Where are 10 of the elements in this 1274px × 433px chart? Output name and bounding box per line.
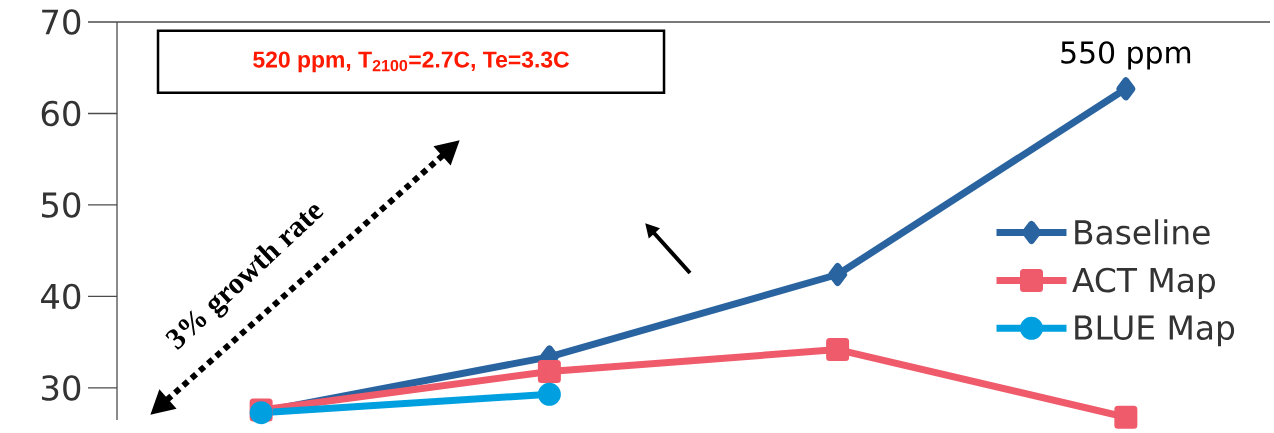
y-tick-label: 50: [42, 192, 81, 218]
annotation: 520 ppm, T$_{2100}$=2.7C, Te=3.3C: [253, 51, 569, 73]
legend-label: Baseline: [1075, 219, 1210, 245]
y-tick-label: 40: [41, 283, 81, 310]
legend-label: BLUE Map: [1075, 315, 1235, 347]
legend-label: ACT Map: [1072, 267, 1215, 299]
y-tick-label: 60: [41, 100, 81, 127]
y-tick-label: 30: [41, 375, 81, 401]
annotation: 550 ppm: [1061, 41, 1191, 70]
y-tick-label: 70: [42, 9, 81, 35]
